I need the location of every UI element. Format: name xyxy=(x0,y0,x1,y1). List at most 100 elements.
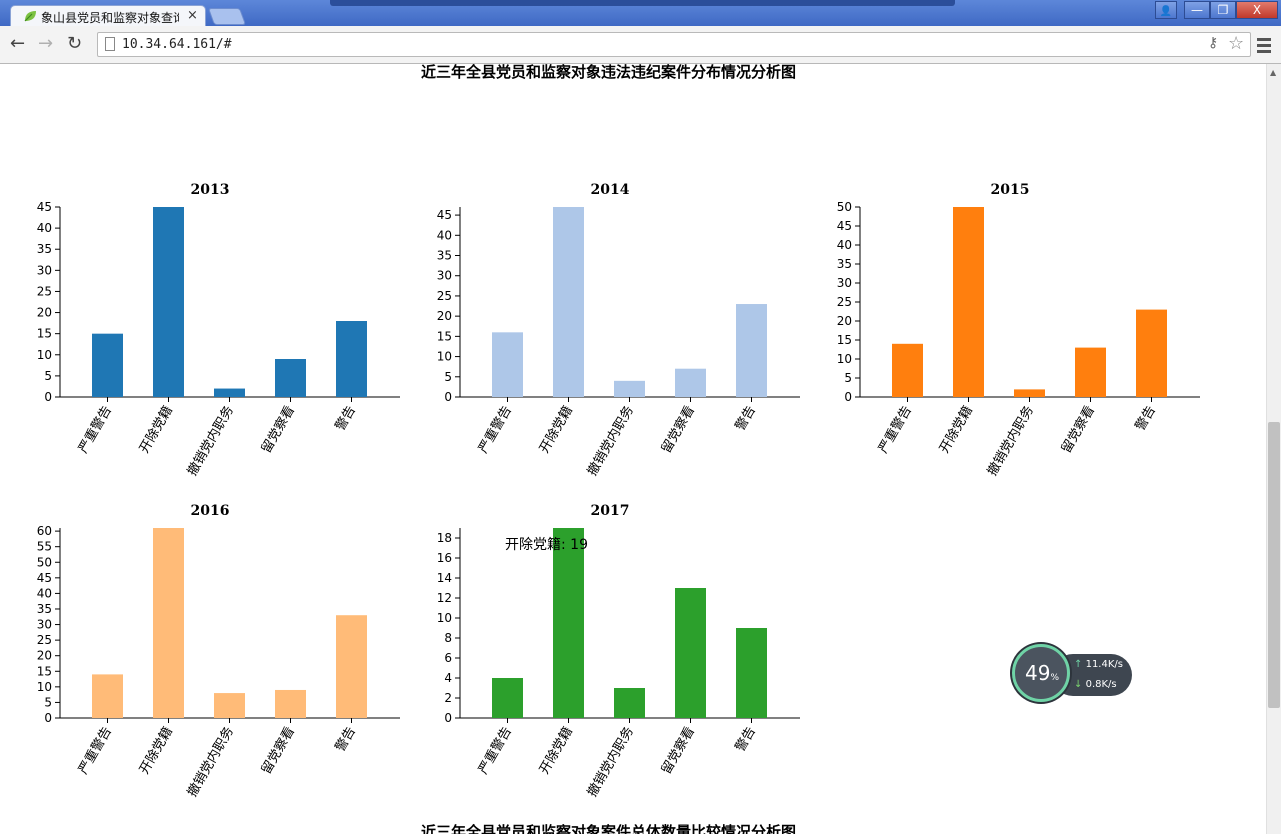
y-tick-label: 25 xyxy=(37,284,52,298)
bar-开除党籍 xyxy=(553,528,584,718)
y-tick-label: 10 xyxy=(437,350,452,364)
bar-严重警告 xyxy=(92,333,123,397)
y-tick-label: 20 xyxy=(37,649,52,663)
key-icon[interactable]: ⚷ xyxy=(1208,35,1219,51)
x-tick-label: 开除党籍 xyxy=(536,724,576,777)
address-bar[interactable]: 10.34.64.161/# ⚷ ☆ xyxy=(97,32,1251,57)
y-tick-label: 30 xyxy=(837,276,852,290)
y-tick-label: 40 xyxy=(837,238,852,252)
page-content: 近三年全县党员和监察对象违法违纪案件分布情况分析图 2013 0 5 10 15 20 25… xyxy=(0,64,1266,834)
y-tick-label: 10 xyxy=(837,352,852,366)
minimize-button[interactable]: — xyxy=(1184,1,1210,19)
bar-警告 xyxy=(336,615,367,718)
bar-警告 xyxy=(736,628,767,718)
x-tick-label: 开除党籍 xyxy=(936,403,976,456)
y-tick-label: 40 xyxy=(37,221,52,235)
y-tick-label: 30 xyxy=(37,263,52,277)
y-tick-label: 40 xyxy=(437,228,452,242)
network-monitor-widget[interactable]: 49% ↑ 11.4K/s ↓ 0.8K/s xyxy=(1012,644,1132,706)
forward-arrow-icon[interactable]: → xyxy=(38,33,54,54)
bar-留党察看 xyxy=(275,359,306,397)
x-tick-label: 严重警告 xyxy=(75,724,115,777)
chart-tooltip: 开除党籍: 19 xyxy=(505,537,588,553)
x-tick-label: 留党察看 xyxy=(258,403,298,456)
x-tick-label: 留党察看 xyxy=(658,403,698,456)
y-tick-label: 5 xyxy=(44,695,52,709)
y-tick-label: 45 xyxy=(37,200,52,214)
y-tick-label: 20 xyxy=(837,314,852,328)
y-tick-label: 5 xyxy=(44,369,52,383)
maximize-button[interactable]: ❐ xyxy=(1210,1,1236,19)
x-tick-label: 留党察看 xyxy=(1058,403,1098,456)
bar-撤销党内职务 xyxy=(614,380,645,397)
x-tick-label: 留党察看 xyxy=(658,724,698,777)
bar-严重警告 xyxy=(492,332,523,397)
x-tick-label: 撤销党内职务 xyxy=(984,403,1037,479)
y-tick-label: 20 xyxy=(37,306,52,320)
y-tick-label: 50 xyxy=(837,200,852,214)
y-tick-label: 0 xyxy=(44,390,52,404)
bar-开除党籍 xyxy=(153,207,184,397)
x-tick-label: 警告 xyxy=(732,724,759,755)
y-tick-label: 12 xyxy=(437,591,452,605)
bar-开除党籍 xyxy=(153,528,184,718)
x-tick-label: 警告 xyxy=(732,403,759,434)
tab-close-icon[interactable]: × xyxy=(187,8,198,23)
x-tick-label: 严重警告 xyxy=(75,403,115,456)
y-tick-label: 15 xyxy=(37,664,52,678)
reload-icon[interactable]: ↻ xyxy=(67,33,83,54)
y-tick-label: 10 xyxy=(37,680,52,694)
x-tick-label: 严重警告 xyxy=(875,403,915,456)
bar-严重警告 xyxy=(492,678,523,718)
profile-button[interactable]: 👤 xyxy=(1155,1,1177,19)
y-tick-label: 35 xyxy=(437,249,452,263)
minimize-icon: — xyxy=(1191,3,1203,17)
bar-撤销党内职务 xyxy=(614,688,645,718)
bar-严重警告 xyxy=(892,343,923,397)
y-tick-label: 25 xyxy=(837,295,852,309)
y-tick-label: 35 xyxy=(37,602,52,616)
page-heading-top: 近三年全县党员和监察对象违法违纪案件分布情况分析图 xyxy=(421,64,797,81)
bookmark-star-icon[interactable]: ☆ xyxy=(1228,33,1245,54)
y-tick-label: 35 xyxy=(837,257,852,271)
bar-开除党籍 xyxy=(953,207,984,397)
y-tick-label: 0 xyxy=(444,390,452,404)
y-tick-label: 0 xyxy=(844,390,852,404)
chart-title: 2016 xyxy=(191,503,230,519)
usage-dial: 49% xyxy=(1012,644,1070,702)
leaf-icon xyxy=(24,11,36,22)
bar-留党察看 xyxy=(675,368,706,397)
titlebar-accent xyxy=(330,0,955,6)
bar-警告 xyxy=(736,304,767,397)
bar-撤销党内职务 xyxy=(214,693,245,718)
y-tick-label: 15 xyxy=(837,333,852,347)
back-arrow-icon[interactable]: ← xyxy=(10,33,26,54)
y-tick-label: 10 xyxy=(37,348,52,362)
browser-toolbar: ← → ↻ 10.34.64.161/# ⚷ ☆ xyxy=(0,26,1281,64)
maximize-icon: ❐ xyxy=(1217,3,1229,17)
bar-撤销党内职务 xyxy=(1014,389,1045,397)
scrollbar-thumb[interactable] xyxy=(1268,422,1280,708)
url-text[interactable]: 10.34.64.161/# xyxy=(122,37,232,52)
x-tick-label: 开除党籍 xyxy=(536,403,576,456)
x-tick-label: 警告 xyxy=(1132,403,1159,434)
menu-icon[interactable] xyxy=(1257,38,1271,56)
close-icon: X xyxy=(1252,3,1262,17)
bar-警告 xyxy=(1136,309,1167,397)
y-tick-label: 4 xyxy=(444,671,452,685)
chart-title: 2014 xyxy=(591,182,630,198)
x-tick-label: 严重警告 xyxy=(475,403,515,456)
close-window-button[interactable]: X xyxy=(1236,1,1278,19)
chart-title: 2017 xyxy=(591,503,630,519)
y-tick-label: 45 xyxy=(437,208,452,222)
y-tick-label: 5 xyxy=(444,370,452,384)
y-tick-label: 10 xyxy=(437,611,452,625)
browser-tab[interactable]: 象山县党员和监察对象查询 × xyxy=(10,5,206,26)
new-tab-button[interactable] xyxy=(207,8,247,25)
bar-留党察看 xyxy=(1075,347,1106,397)
vertical-scrollbar[interactable]: ▲ xyxy=(1266,64,1281,834)
y-tick-label: 55 xyxy=(37,540,52,554)
page-icon xyxy=(105,37,115,51)
x-tick-label: 开除党籍 xyxy=(136,403,176,456)
scroll-up-icon[interactable]: ▲ xyxy=(1270,68,1277,77)
